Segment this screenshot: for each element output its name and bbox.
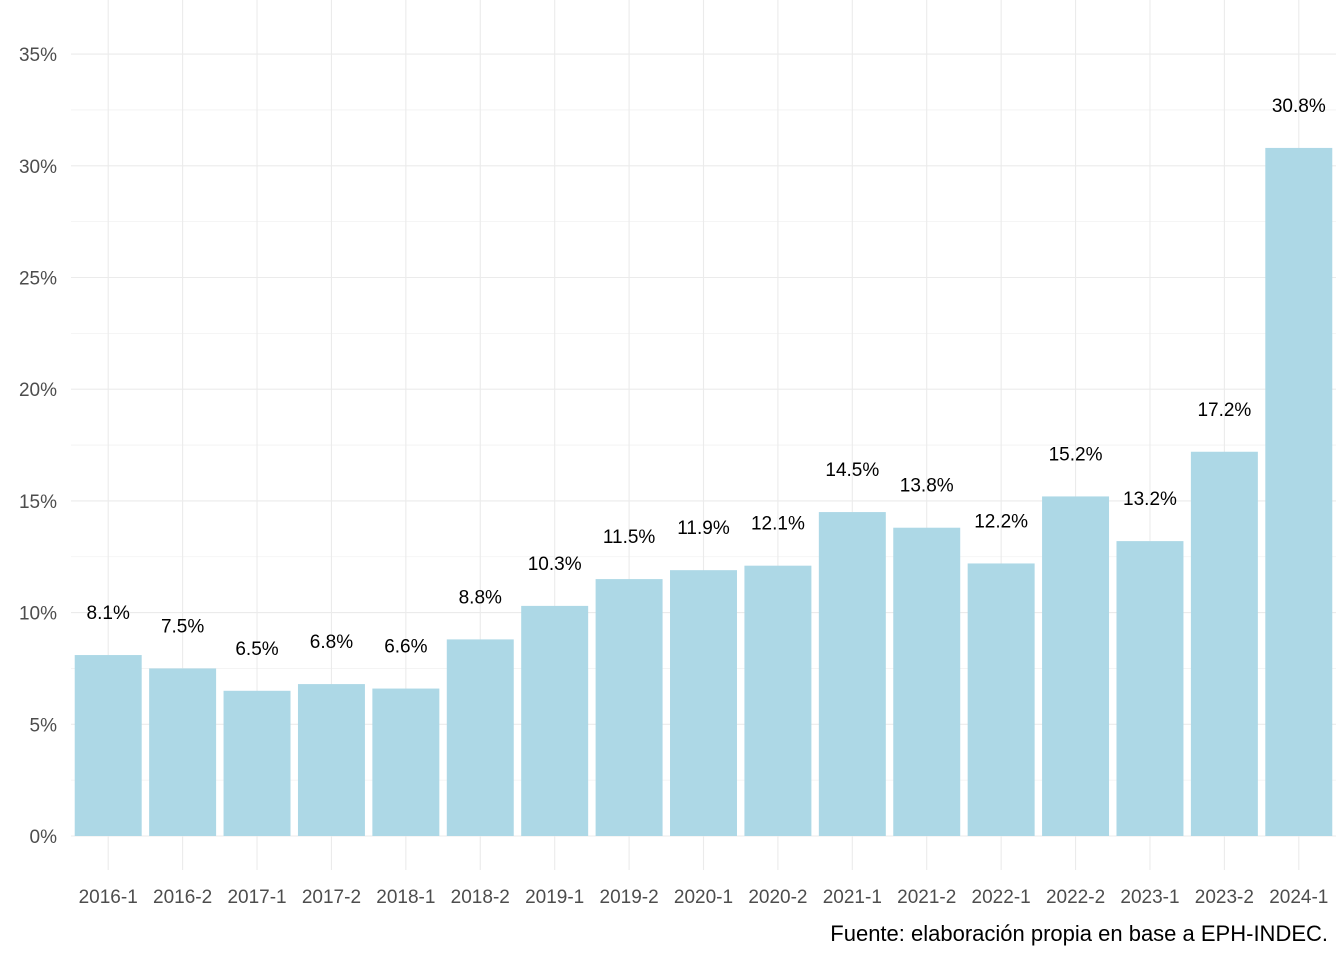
bars — [74, 147, 1333, 837]
data-label-2021-1: 14.5% — [825, 460, 879, 481]
x-tick-label: 2018-1 — [376, 887, 435, 908]
y-tick-label: 35% — [19, 45, 57, 66]
y-tick-label: 0% — [30, 827, 58, 848]
source-caption: Fuente: elaboración propia en base a EPH… — [830, 921, 1328, 946]
x-tick-label: 2023-2 — [1195, 887, 1254, 908]
x-tick-label: 2016-2 — [153, 887, 212, 908]
bar-2019-1 — [521, 605, 589, 836]
data-label-2018-2: 8.8% — [459, 587, 502, 608]
data-label-2024-1: 30.8% — [1272, 96, 1326, 117]
data-label-2023-2: 17.2% — [1197, 400, 1251, 421]
data-label-2023-1: 13.2% — [1123, 489, 1177, 510]
x-axis: 2016-1 2016-2 2017-1 2017-2 2018-1 2018-2 2019… — [79, 887, 1329, 908]
x-tick-label: 2018-2 — [451, 887, 510, 908]
x-tick-label: 2024-1 — [1269, 887, 1328, 908]
x-tick-label: 2017-2 — [302, 887, 361, 908]
bar-2024-1 — [1265, 147, 1333, 837]
bar-2018-2 — [446, 639, 514, 836]
data-label-2016-2: 7.5% — [161, 616, 204, 637]
bar-2022-1 — [967, 563, 1035, 836]
bar-2023-1 — [1116, 541, 1184, 836]
y-tick-label: 25% — [19, 269, 57, 290]
x-tick-label: 2019-2 — [600, 887, 659, 908]
data-labels: 8.1% 7.5% 6.5% 6.8% 6.6% 8.8% 10.3% 11.5% 11.9% 1… — [87, 96, 1326, 660]
bar-2021-1 — [818, 512, 886, 836]
data-label-2022-1: 12.2% — [974, 511, 1028, 532]
bar-2018-1 — [372, 688, 440, 836]
bar-2023-2 — [1190, 451, 1258, 836]
bar-2022-2 — [1042, 496, 1110, 836]
x-tick-label: 2021-1 — [823, 887, 882, 908]
bar-2017-1 — [223, 690, 291, 836]
data-label-2020-2: 12.1% — [751, 514, 805, 535]
x-tick-label: 2020-2 — [748, 887, 807, 908]
y-tick-label: 15% — [19, 492, 57, 513]
y-tick-label: 30% — [19, 157, 57, 178]
data-label-2020-1: 11.9% — [677, 518, 730, 539]
y-tick-label: 5% — [30, 715, 58, 736]
x-tick-label: 2021-2 — [897, 887, 956, 908]
data-label-2017-2: 6.8% — [310, 632, 353, 653]
data-label-2016-1: 8.1% — [87, 603, 130, 624]
y-tick-label: 20% — [19, 380, 57, 401]
data-label-2018-1: 6.6% — [384, 637, 427, 658]
data-label-2019-2: 11.5% — [603, 527, 656, 548]
x-tick-label: 2023-1 — [1120, 887, 1179, 908]
bar-2020-1 — [670, 570, 737, 836]
x-tick-label: 2016-1 — [79, 887, 138, 908]
x-tick-label: 2022-1 — [972, 887, 1031, 908]
x-tick-label: 2017-1 — [227, 887, 286, 908]
x-tick-label: 2019-1 — [525, 887, 584, 908]
data-label-2019-1: 10.3% — [528, 554, 582, 575]
bar-2019-2 — [595, 579, 663, 836]
data-label-2021-2: 13.8% — [900, 476, 954, 497]
bar-2016-2 — [149, 668, 217, 836]
x-tick-label: 2022-2 — [1046, 887, 1105, 908]
x-tick-label: 2020-1 — [674, 887, 733, 908]
bar-2017-2 — [297, 684, 365, 836]
bar-2020-2 — [744, 565, 812, 836]
y-tick-label: 10% — [19, 604, 57, 625]
y-axis: 0% 5% 10% 15% 20% 25% 30% 35% — [19, 45, 57, 848]
data-label-2017-1: 6.5% — [235, 639, 278, 660]
bar-2021-2 — [893, 527, 961, 836]
data-label-2022-2: 15.2% — [1049, 444, 1103, 465]
bar-2016-1 — [74, 655, 142, 836]
